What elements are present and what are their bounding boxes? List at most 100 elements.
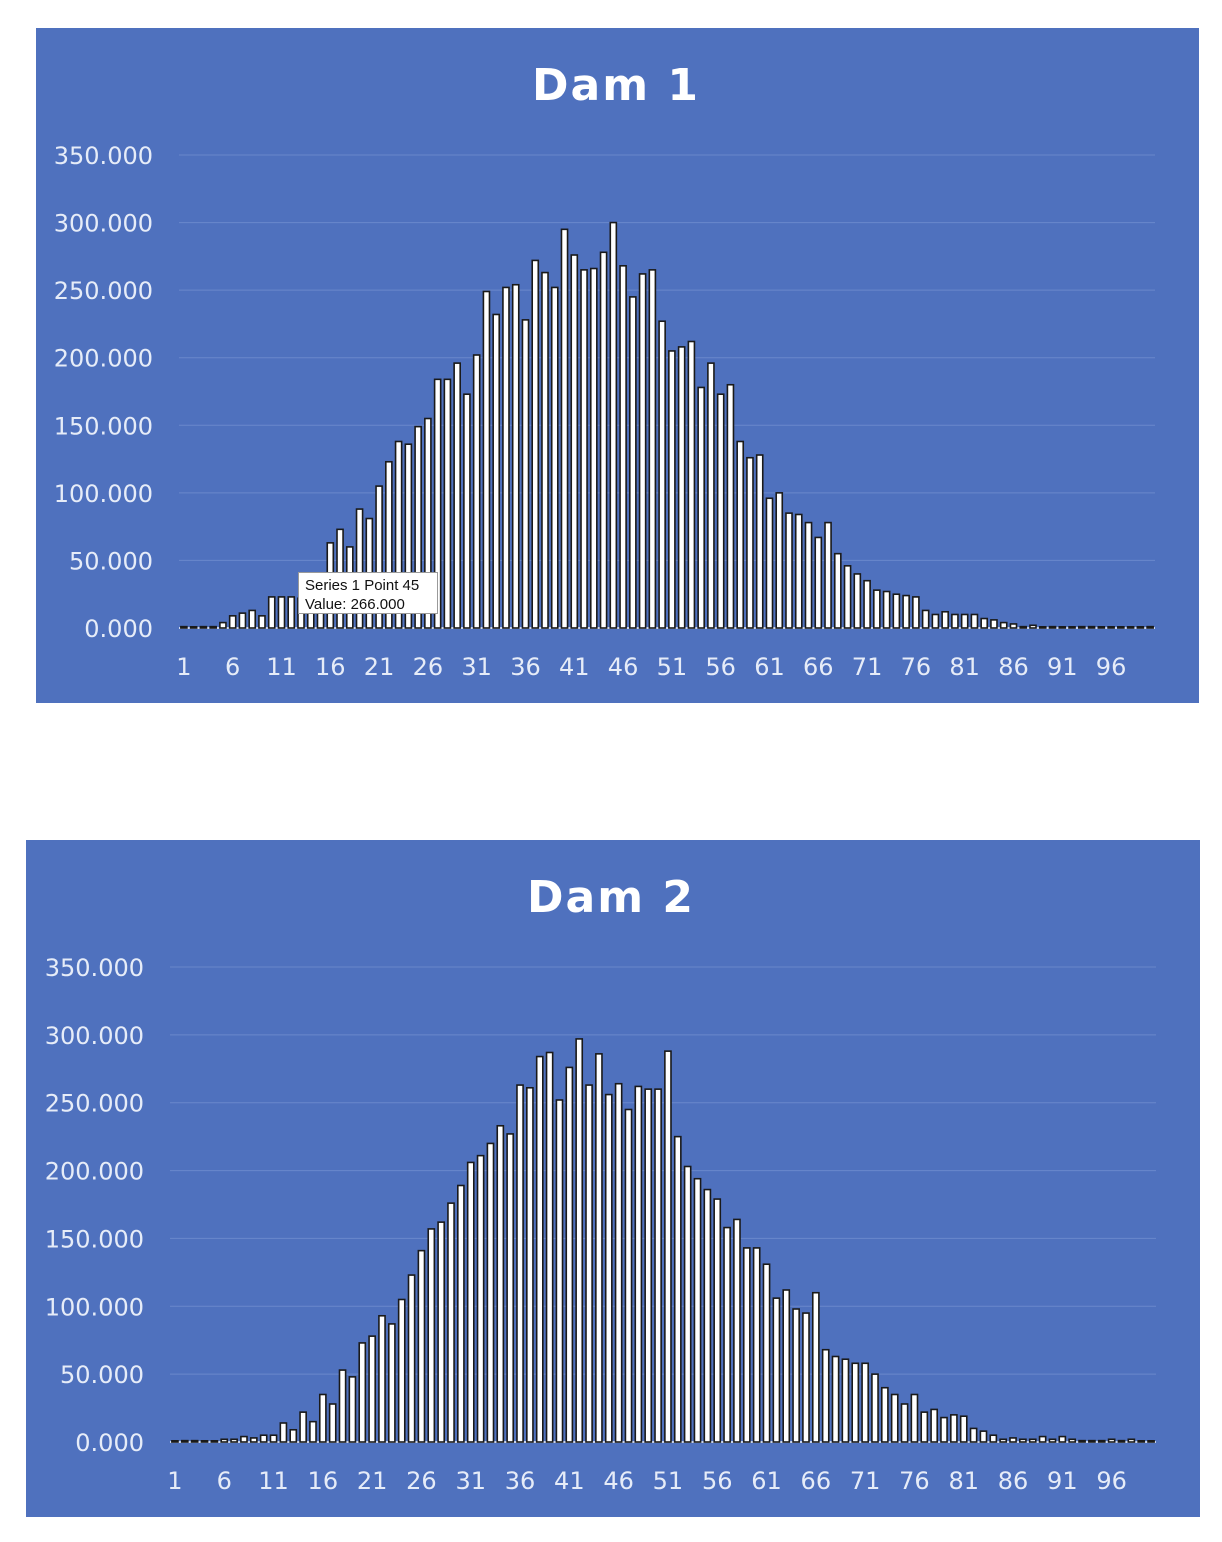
bar[interactable] [550,286,559,629]
bar[interactable] [318,1393,327,1443]
bar[interactable] [664,1050,672,1443]
bar[interactable] [804,521,813,629]
bar[interactable] [841,1358,850,1443]
bar[interactable] [1038,1435,1047,1443]
bar[interactable] [604,1093,613,1443]
bar[interactable] [240,1435,248,1443]
bar[interactable] [892,593,901,629]
bar[interactable] [1107,1438,1116,1443]
bar[interactable] [648,269,657,629]
bar[interactable] [309,1420,317,1443]
bar[interactable] [453,362,461,629]
bar[interactable] [248,609,257,629]
bar[interactable] [1137,1439,1146,1443]
bar[interactable] [1009,623,1018,629]
bar[interactable] [476,1154,485,1443]
bar[interactable] [693,1177,702,1443]
bar[interactable] [687,340,696,629]
bar[interactable] [673,1135,682,1443]
bar[interactable] [1068,1438,1077,1443]
bar[interactable] [199,625,208,629]
bar[interactable] [200,1439,209,1443]
bar[interactable] [209,625,217,629]
bar[interactable] [210,1439,219,1443]
bar[interactable] [348,1376,357,1443]
bar[interactable] [614,1082,623,1443]
bar[interactable] [267,596,276,629]
bar[interactable] [765,497,774,629]
bar[interactable] [1126,625,1135,629]
bar[interactable] [580,269,588,629]
bar[interactable] [733,1218,741,1443]
bar[interactable] [890,1393,899,1443]
bar[interactable] [1077,625,1086,629]
bar[interactable] [802,1312,810,1443]
bar[interactable] [1117,1439,1126,1443]
bar[interactable] [644,1088,653,1443]
bar[interactable] [1097,1439,1106,1443]
bar[interactable] [990,619,998,629]
bar[interactable] [258,615,266,629]
bar[interactable] [959,1415,968,1443]
bar[interactable] [951,613,959,629]
bar[interactable] [385,460,393,629]
bar[interactable] [634,1085,643,1443]
bar[interactable] [190,1439,199,1443]
bar[interactable] [595,1053,603,1443]
bar[interactable] [463,393,471,629]
bar[interactable] [1058,1435,1067,1443]
bar[interactable] [979,1430,988,1443]
bar[interactable] [999,621,1008,629]
bar[interactable] [368,1335,376,1443]
bar[interactable] [289,1428,298,1443]
bar[interactable] [755,454,764,629]
bar[interactable] [1068,625,1076,629]
bar[interactable] [863,579,871,629]
bar[interactable] [277,596,286,629]
bar[interactable] [999,1438,1008,1443]
bar[interactable] [619,265,627,629]
bar[interactable] [970,613,979,629]
bar[interactable] [1136,625,1145,629]
bar[interactable] [589,267,598,629]
bar[interactable] [570,254,579,629]
bar[interactable] [511,283,520,629]
bar[interactable] [447,1202,455,1443]
bar[interactable] [658,320,666,629]
bar[interactable] [375,485,383,629]
bar[interactable] [355,508,364,629]
bar[interactable] [378,1314,386,1443]
bar[interactable] [1048,625,1057,629]
bar[interactable] [249,1437,258,1443]
bar[interactable] [228,615,237,629]
bar[interactable] [560,228,569,629]
bar[interactable] [969,1427,978,1443]
bar[interactable] [902,594,910,629]
bar[interactable] [726,383,735,629]
bar[interactable] [1147,1439,1155,1443]
bar[interactable] [762,1263,771,1443]
bar[interactable] [407,1274,416,1443]
bar[interactable] [1048,1438,1057,1443]
bar[interactable] [833,552,842,629]
bar[interactable] [506,1133,515,1443]
bar[interactable] [1088,1439,1096,1443]
bar[interactable] [180,625,188,629]
bar[interactable] [746,456,754,629]
bar[interactable] [871,1373,879,1443]
bar[interactable] [912,596,920,629]
bar[interactable] [394,440,403,629]
bar[interactable] [516,1084,524,1443]
bar[interactable] [189,625,198,629]
bar[interactable] [980,617,989,629]
bar[interactable] [853,573,862,629]
bar[interactable] [654,1088,662,1443]
bar[interactable] [931,613,940,629]
bar[interactable] [697,386,705,629]
bar[interactable] [713,1198,722,1443]
bar[interactable] [629,296,637,629]
bar[interactable] [624,1108,633,1443]
bar[interactable] [1146,625,1154,629]
bar[interactable] [1038,625,1047,629]
bar[interactable] [772,1297,781,1443]
